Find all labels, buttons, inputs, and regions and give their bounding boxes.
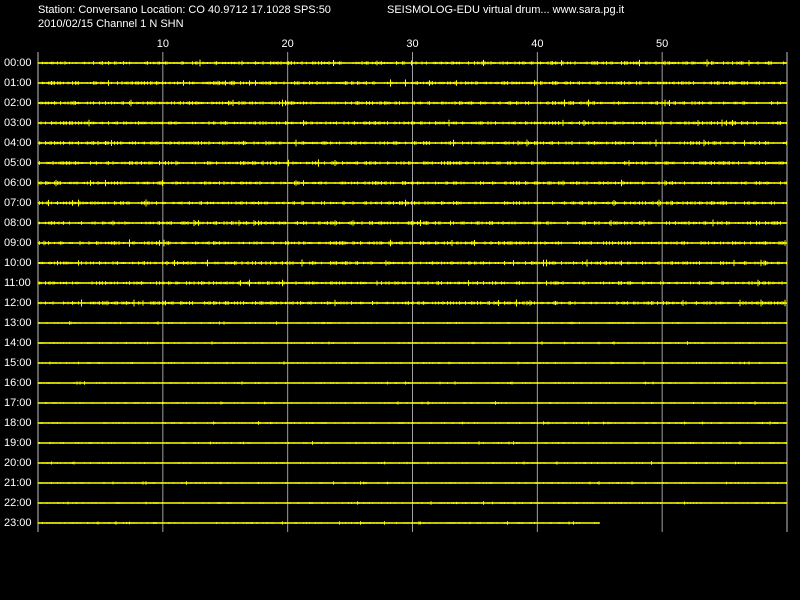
x-tick-label: 40 <box>531 38 543 50</box>
row-label: 17:00 <box>4 397 32 409</box>
source: SEISMOLOG-EDU virtual drum... www.sara.p… <box>387 4 624 16</box>
x-tick-label: 20 <box>282 38 294 50</box>
trace-noise <box>37 199 787 207</box>
trace-noise <box>37 521 600 525</box>
date-channel: 2010/02/15 Channel 1 N SHN <box>38 18 184 30</box>
trace-noise <box>37 321 787 325</box>
row-label: 23:00 <box>4 517 32 529</box>
trace-noise <box>37 79 787 87</box>
row-label: 03:00 <box>4 117 32 129</box>
trace-noise <box>37 381 786 385</box>
row-label: 15:00 <box>4 357 32 369</box>
row-label: 09:00 <box>4 237 32 249</box>
trace-noise <box>37 421 787 425</box>
row-label: 12:00 <box>4 297 32 309</box>
trace-noise <box>37 299 787 307</box>
row-label: 02:00 <box>4 97 32 109</box>
trace-noise <box>37 461 787 465</box>
x-tick-label: 50 <box>656 38 668 50</box>
trace-noise <box>37 361 787 365</box>
row-label: 08:00 <box>4 217 32 229</box>
row-label: 00:00 <box>4 57 32 69</box>
row-label: 11:00 <box>4 277 31 289</box>
row-label: 05:00 <box>4 157 32 169</box>
trace-noise <box>37 159 787 167</box>
trace-noise <box>37 259 787 267</box>
row-label: 18:00 <box>4 417 32 429</box>
x-tick-label: 10 <box>157 38 169 50</box>
trace-noise <box>37 179 787 187</box>
row-label: 04:00 <box>4 137 32 149</box>
trace-noise <box>37 239 786 247</box>
station-title: Station: Conversano Location: CO 40.9712… <box>38 4 331 16</box>
trace-noise <box>37 59 787 67</box>
row-label: 06:00 <box>4 177 32 189</box>
row-label: 10:00 <box>4 257 32 269</box>
trace-noise <box>37 99 787 107</box>
row-label: 16:00 <box>4 377 32 389</box>
row-label: 19:00 <box>4 437 32 449</box>
row-label: 21:00 <box>4 477 32 489</box>
row-label: 20:00 <box>4 457 32 469</box>
trace-noise <box>37 119 787 127</box>
x-tick-label: 30 <box>406 38 418 50</box>
trace-noise <box>37 139 787 147</box>
row-label: 22:00 <box>4 497 32 509</box>
row-label: 01:00 <box>4 77 32 89</box>
row-label: 14:00 <box>4 337 32 349</box>
row-label: 13:00 <box>4 317 32 329</box>
trace-noise <box>37 341 787 345</box>
row-label: 07:00 <box>4 197 32 209</box>
trace-noise <box>37 279 787 287</box>
